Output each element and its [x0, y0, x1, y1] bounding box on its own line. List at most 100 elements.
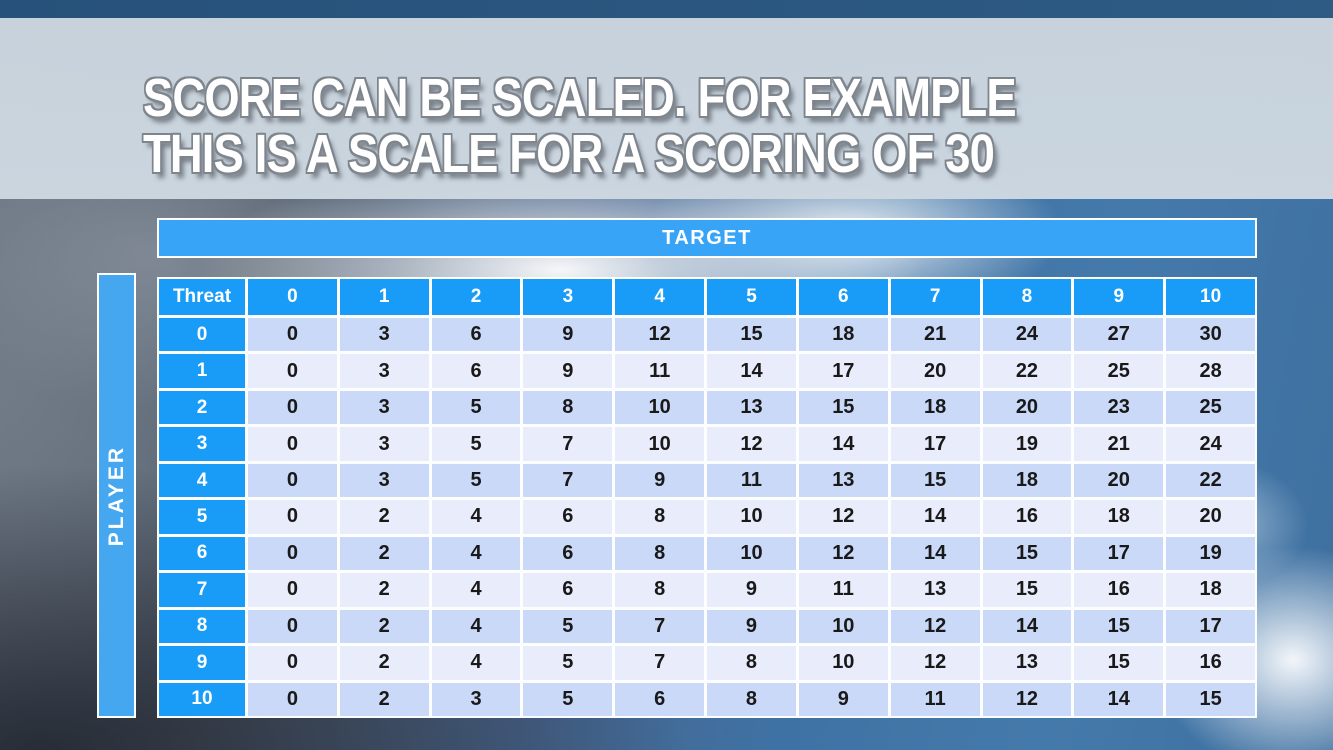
data-cell: 11 [615, 354, 705, 388]
data-cell: 20 [1074, 463, 1164, 498]
data-cell: 21 [890, 318, 980, 352]
data-cell: 17 [890, 427, 980, 461]
col-header-cell: 3 [523, 279, 613, 315]
row-header-cell: 9 [159, 646, 245, 680]
row-header-cell: 1 [159, 354, 245, 388]
data-cell: 5 [431, 463, 521, 498]
data-cell: 0 [248, 646, 337, 680]
data-cell: 20 [890, 354, 980, 388]
data-cell: 5 [431, 390, 521, 425]
row-header-cell: 4 [159, 463, 245, 498]
data-cell: 18 [1074, 500, 1164, 534]
data-cell: 15 [890, 463, 980, 498]
data-cell: 14 [1074, 682, 1164, 716]
data-cell: 24 [982, 318, 1072, 352]
data-cell: 15 [1074, 646, 1164, 680]
data-cell: 0 [248, 390, 337, 425]
row-header-cell: 6 [159, 536, 245, 571]
data-cell: 7 [523, 427, 613, 461]
corner-header-cell: Threat [159, 279, 245, 315]
data-cell: 2 [339, 573, 429, 607]
data-cell: 4 [431, 609, 521, 644]
col-header-cell: 7 [890, 279, 980, 315]
col-header-cell: 5 [707, 279, 796, 315]
data-cell: 19 [1166, 536, 1255, 571]
data-cell: 2 [339, 536, 429, 571]
data-cell: 0 [248, 354, 337, 388]
player-axis-label: PLAYER [97, 273, 136, 718]
data-cell: 18 [982, 463, 1072, 498]
data-cell: 2 [339, 682, 429, 716]
data-cell: 12 [798, 500, 888, 534]
data-cell: 13 [798, 463, 888, 498]
data-cell: 13 [707, 390, 796, 425]
data-cell: 6 [615, 682, 705, 716]
data-cell: 15 [798, 390, 888, 425]
data-cell: 0 [248, 682, 337, 716]
data-cell: 10 [798, 609, 888, 644]
data-cell: 6 [523, 500, 613, 534]
data-cell: 11 [798, 573, 888, 607]
player-label-text: PLAYER [104, 444, 128, 547]
data-cell: 14 [707, 354, 796, 388]
data-cell: 16 [1166, 646, 1255, 680]
data-cell: 2 [339, 646, 429, 680]
data-cell: 22 [982, 354, 1072, 388]
data-cell: 0 [248, 500, 337, 534]
data-cell: 23 [1074, 390, 1164, 425]
data-cell: 8 [615, 573, 705, 607]
data-cell: 5 [523, 646, 613, 680]
data-cell: 19 [982, 427, 1072, 461]
data-cell: 12 [982, 682, 1072, 716]
data-cell: 15 [1074, 609, 1164, 644]
data-cell: 4 [431, 536, 521, 571]
data-cell: 10 [615, 390, 705, 425]
data-cell: 8 [615, 536, 705, 571]
col-header-cell: 8 [982, 279, 1072, 315]
data-cell: 28 [1166, 354, 1255, 388]
data-cell: 12 [890, 646, 980, 680]
data-cell: 10 [798, 646, 888, 680]
data-cell: 17 [1166, 609, 1255, 644]
data-cell: 7 [523, 463, 613, 498]
data-cell: 9 [523, 318, 613, 352]
row-header-cell: 8 [159, 609, 245, 644]
data-cell: 7 [615, 646, 705, 680]
data-cell: 15 [982, 536, 1072, 571]
target-axis-label: TARGET [157, 218, 1257, 258]
data-cell: 3 [339, 427, 429, 461]
data-cell: 14 [890, 536, 980, 571]
data-cell: 5 [523, 609, 613, 644]
data-cell: 27 [1074, 318, 1164, 352]
data-cell: 8 [707, 646, 796, 680]
data-cell: 0 [248, 573, 337, 607]
data-cell: 10 [707, 536, 796, 571]
data-cell: 4 [431, 500, 521, 534]
row-header-cell: 0 [159, 318, 245, 352]
data-cell: 3 [431, 682, 521, 716]
data-cell: 14 [798, 427, 888, 461]
data-cell: 8 [615, 500, 705, 534]
data-cell: 13 [890, 573, 980, 607]
data-cell: 8 [707, 682, 796, 716]
data-cell: 22 [1166, 463, 1255, 498]
col-header-cell: 6 [798, 279, 888, 315]
data-cell: 9 [707, 609, 796, 644]
row-header-cell: 5 [159, 500, 245, 534]
data-cell: 17 [1074, 536, 1164, 571]
data-cell: 18 [890, 390, 980, 425]
col-header-cell: 9 [1074, 279, 1164, 315]
col-header-cell: 1 [339, 279, 429, 315]
top-sky-strip [0, 0, 1333, 18]
data-cell: 18 [798, 318, 888, 352]
data-cell: 0 [248, 318, 337, 352]
data-cell: 6 [523, 573, 613, 607]
data-cell: 6 [523, 536, 613, 571]
slide-title-line2: THIS IS A SCALE FOR A SCORING OF 30 [143, 124, 995, 184]
data-cell: 10 [615, 427, 705, 461]
score-grid: Threat 0 1 2 3 4 5 6 7 8 9 10 0 0 3 6 9 12 15 18 21 24 27 30 1 0 3… [157, 277, 1257, 718]
data-cell: 9 [523, 354, 613, 388]
row-header-cell: 7 [159, 573, 245, 607]
data-cell: 3 [339, 318, 429, 352]
data-cell: 12 [615, 318, 705, 352]
